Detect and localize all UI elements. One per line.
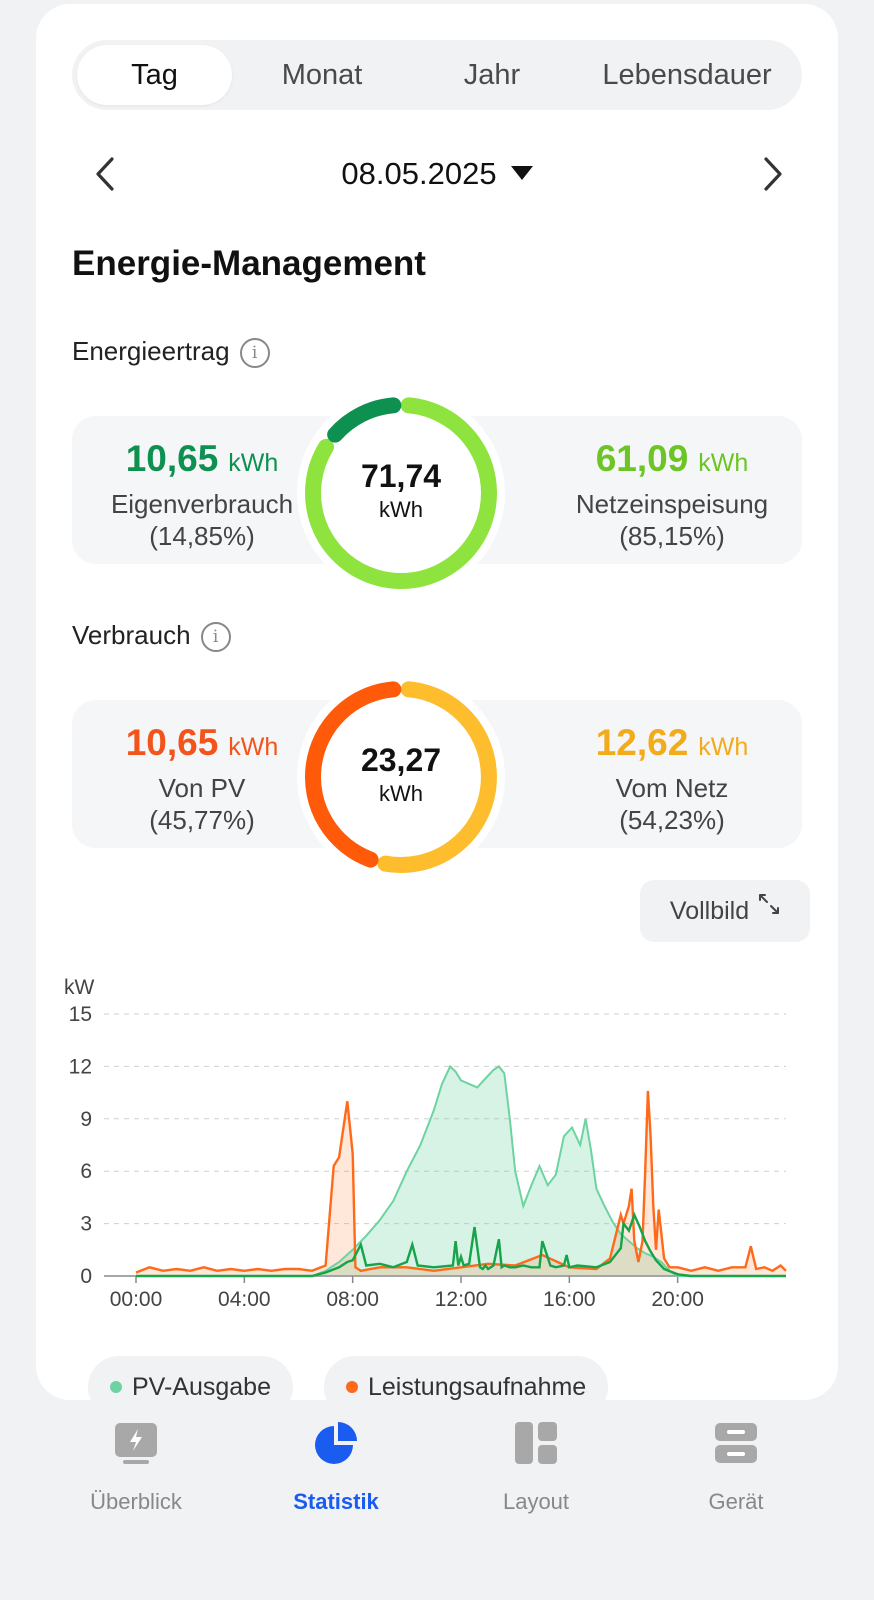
from-pv-block: 10,65 kWh Von PV (45,77%): [72, 722, 332, 836]
tab-year[interactable]: Jahr: [463, 59, 521, 91]
grid-feed-in-percent: (85,15%): [619, 521, 725, 551]
tab-month[interactable]: Monat: [281, 59, 363, 91]
self-consumption-percent: (14,85%): [149, 521, 255, 551]
grid-feed-in-value: 61,09: [595, 438, 689, 479]
expand-icon: [759, 894, 780, 914]
nav-layout[interactable]: Layout: [456, 1420, 616, 1515]
legend-dot: [346, 1381, 358, 1393]
nav-layout-label: Layout: [502, 1489, 570, 1514]
self-consumption-block: 10,65 kWh Eigenverbrauch (14,85%): [72, 438, 332, 552]
x-tick-label: 16:00: [543, 1288, 596, 1311]
from-grid-block: 12,62 kWh Vom Netz (54,23%): [542, 722, 802, 836]
bottom-navigation: Überblick Statistik Layout Gerät: [0, 1400, 874, 1600]
energy-yield-total-unit: kWh: [379, 497, 423, 522]
from-grid-unit: kWh: [698, 733, 749, 761]
donut-arc-from-pv: [304, 681, 402, 868]
consumption-donut: 23,27 kWh: [296, 672, 506, 882]
y-tick-label: 15: [69, 1003, 92, 1026]
y-tick-label: 6: [80, 1160, 92, 1183]
y-tick-label: 9: [80, 1108, 92, 1131]
donut-arc-grid-feed-in: [305, 397, 497, 589]
energy-yield-total: 71,74: [360, 458, 442, 494]
section-title: Energie-Management: [72, 244, 426, 283]
legend-dot: [110, 1381, 122, 1393]
server-icon: [715, 1423, 757, 1463]
consumption-line: [135, 1090, 787, 1274]
legend-label: PV-Ausgabe: [132, 1373, 271, 1400]
x-tick-label: 04:00: [218, 1288, 271, 1311]
fullscreen-label: Vollbild: [669, 897, 750, 925]
x-tick-label: 20:00: [651, 1288, 704, 1311]
x-tick-label: 00:00: [110, 1288, 163, 1311]
x-tick-label: 08:00: [326, 1288, 379, 1311]
legend-consumption[interactable]: Leistungsaufnahme: [324, 1356, 609, 1400]
nav-device[interactable]: Gerät: [656, 1420, 816, 1515]
period-segmented-control: Tag Monat Jahr Lebensdauer: [72, 40, 802, 110]
legend-pv-output[interactable]: PV-Ausgabe: [88, 1356, 293, 1400]
self-consumption-line: [136, 1211, 786, 1278]
y-tick-label: 3: [80, 1213, 92, 1236]
statistics-card: Tag Monat Jahr Lebensdauer 08.05.2025 En…: [36, 4, 838, 1400]
info-icon[interactable]: i: [200, 622, 231, 653]
self-consumption-unit: kWh: [228, 449, 279, 477]
grid-feed-in-block: 61,09 kWh Netzeinspeisung (85,15%): [542, 438, 802, 552]
from-grid-label: Vom Netz: [615, 773, 729, 803]
inverter-icon: [115, 1423, 157, 1464]
fullscreen-button[interactable]: Vollbild: [640, 880, 810, 942]
nav-overview-label: Überblick: [90, 1489, 182, 1514]
energy-yield-donut: 71,74 kWh: [296, 388, 506, 598]
donut-arc-self-consumption: [327, 397, 402, 443]
consumption-label: Verbrauch: [72, 620, 191, 650]
consumption-heading: Verbrauch i: [72, 620, 231, 653]
self-consumption-value: 10,65: [125, 438, 219, 479]
pv-output-line: [136, 1064, 786, 1277]
date-navigator: 08.05.2025: [72, 144, 802, 204]
from-grid-percent: (54,23%): [619, 805, 725, 835]
pie-chart-icon: [315, 1422, 357, 1464]
energy-yield-label: Energieertrag: [72, 336, 230, 366]
date-label: 08.05.2025: [341, 156, 497, 191]
nav-device-label: Gerät: [708, 1489, 764, 1514]
self-consumption-label: Eigenverbrauch: [110, 489, 294, 519]
from-pv-unit: kWh: [228, 733, 279, 761]
grid-feed-in-label: Netzeinspeisung: [575, 489, 769, 519]
consumption-total-unit: kWh: [379, 781, 423, 806]
chevron-right-icon[interactable]: [752, 154, 792, 194]
from-pv-value: 10,65: [125, 722, 219, 763]
chevron-left-icon[interactable]: [86, 154, 126, 194]
energy-yield-heading: Energieertrag i: [72, 336, 270, 369]
tab-day[interactable]: Tag: [77, 45, 232, 105]
from-grid-value: 12,62: [595, 722, 689, 763]
date-picker[interactable]: 08.05.2025: [72, 156, 802, 192]
y-axis-unit: kW: [64, 976, 95, 999]
nav-statistics-label: Statistik: [293, 1489, 379, 1514]
consumption-total: 23,27: [360, 742, 442, 778]
grid-feed-in-unit: kWh: [698, 449, 749, 477]
y-tick-label: 12: [69, 1055, 92, 1078]
layout-grid-icon: [515, 1422, 557, 1464]
pv-output-area: [136, 1066, 786, 1276]
nav-statistics[interactable]: Statistik: [256, 1420, 416, 1515]
tab-lifetime[interactable]: Lebensdauer: [602, 59, 772, 91]
donut-arc-from-grid: [377, 681, 497, 873]
nav-overview[interactable]: Überblick: [56, 1420, 216, 1515]
from-pv-label: Von PV: [158, 773, 246, 803]
x-tick-label: 12:00: [435, 1288, 488, 1311]
from-pv-percent: (45,77%): [149, 805, 255, 835]
legend-label: Leistungsaufnahme: [368, 1373, 587, 1400]
power-line-chart: kW 0 3 6 9 12 15 00:00 04:00 08:00 12:00 16:00 20:…: [64, 976, 787, 1311]
y-tick-label: 0: [80, 1265, 92, 1288]
info-icon[interactable]: i: [239, 338, 270, 369]
caret-down-icon: [510, 166, 533, 180]
